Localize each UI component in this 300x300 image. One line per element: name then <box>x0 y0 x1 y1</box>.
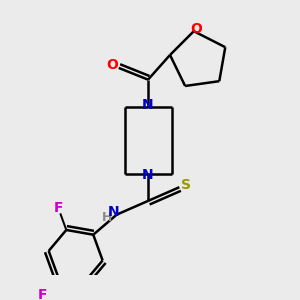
Text: N: N <box>142 98 154 112</box>
Text: O: O <box>190 22 202 36</box>
Text: H: H <box>102 211 112 224</box>
Text: N: N <box>142 169 154 182</box>
Text: F: F <box>53 201 63 215</box>
Text: F: F <box>38 288 48 300</box>
Text: N: N <box>108 205 120 219</box>
Text: O: O <box>106 58 118 72</box>
Text: S: S <box>181 178 191 192</box>
